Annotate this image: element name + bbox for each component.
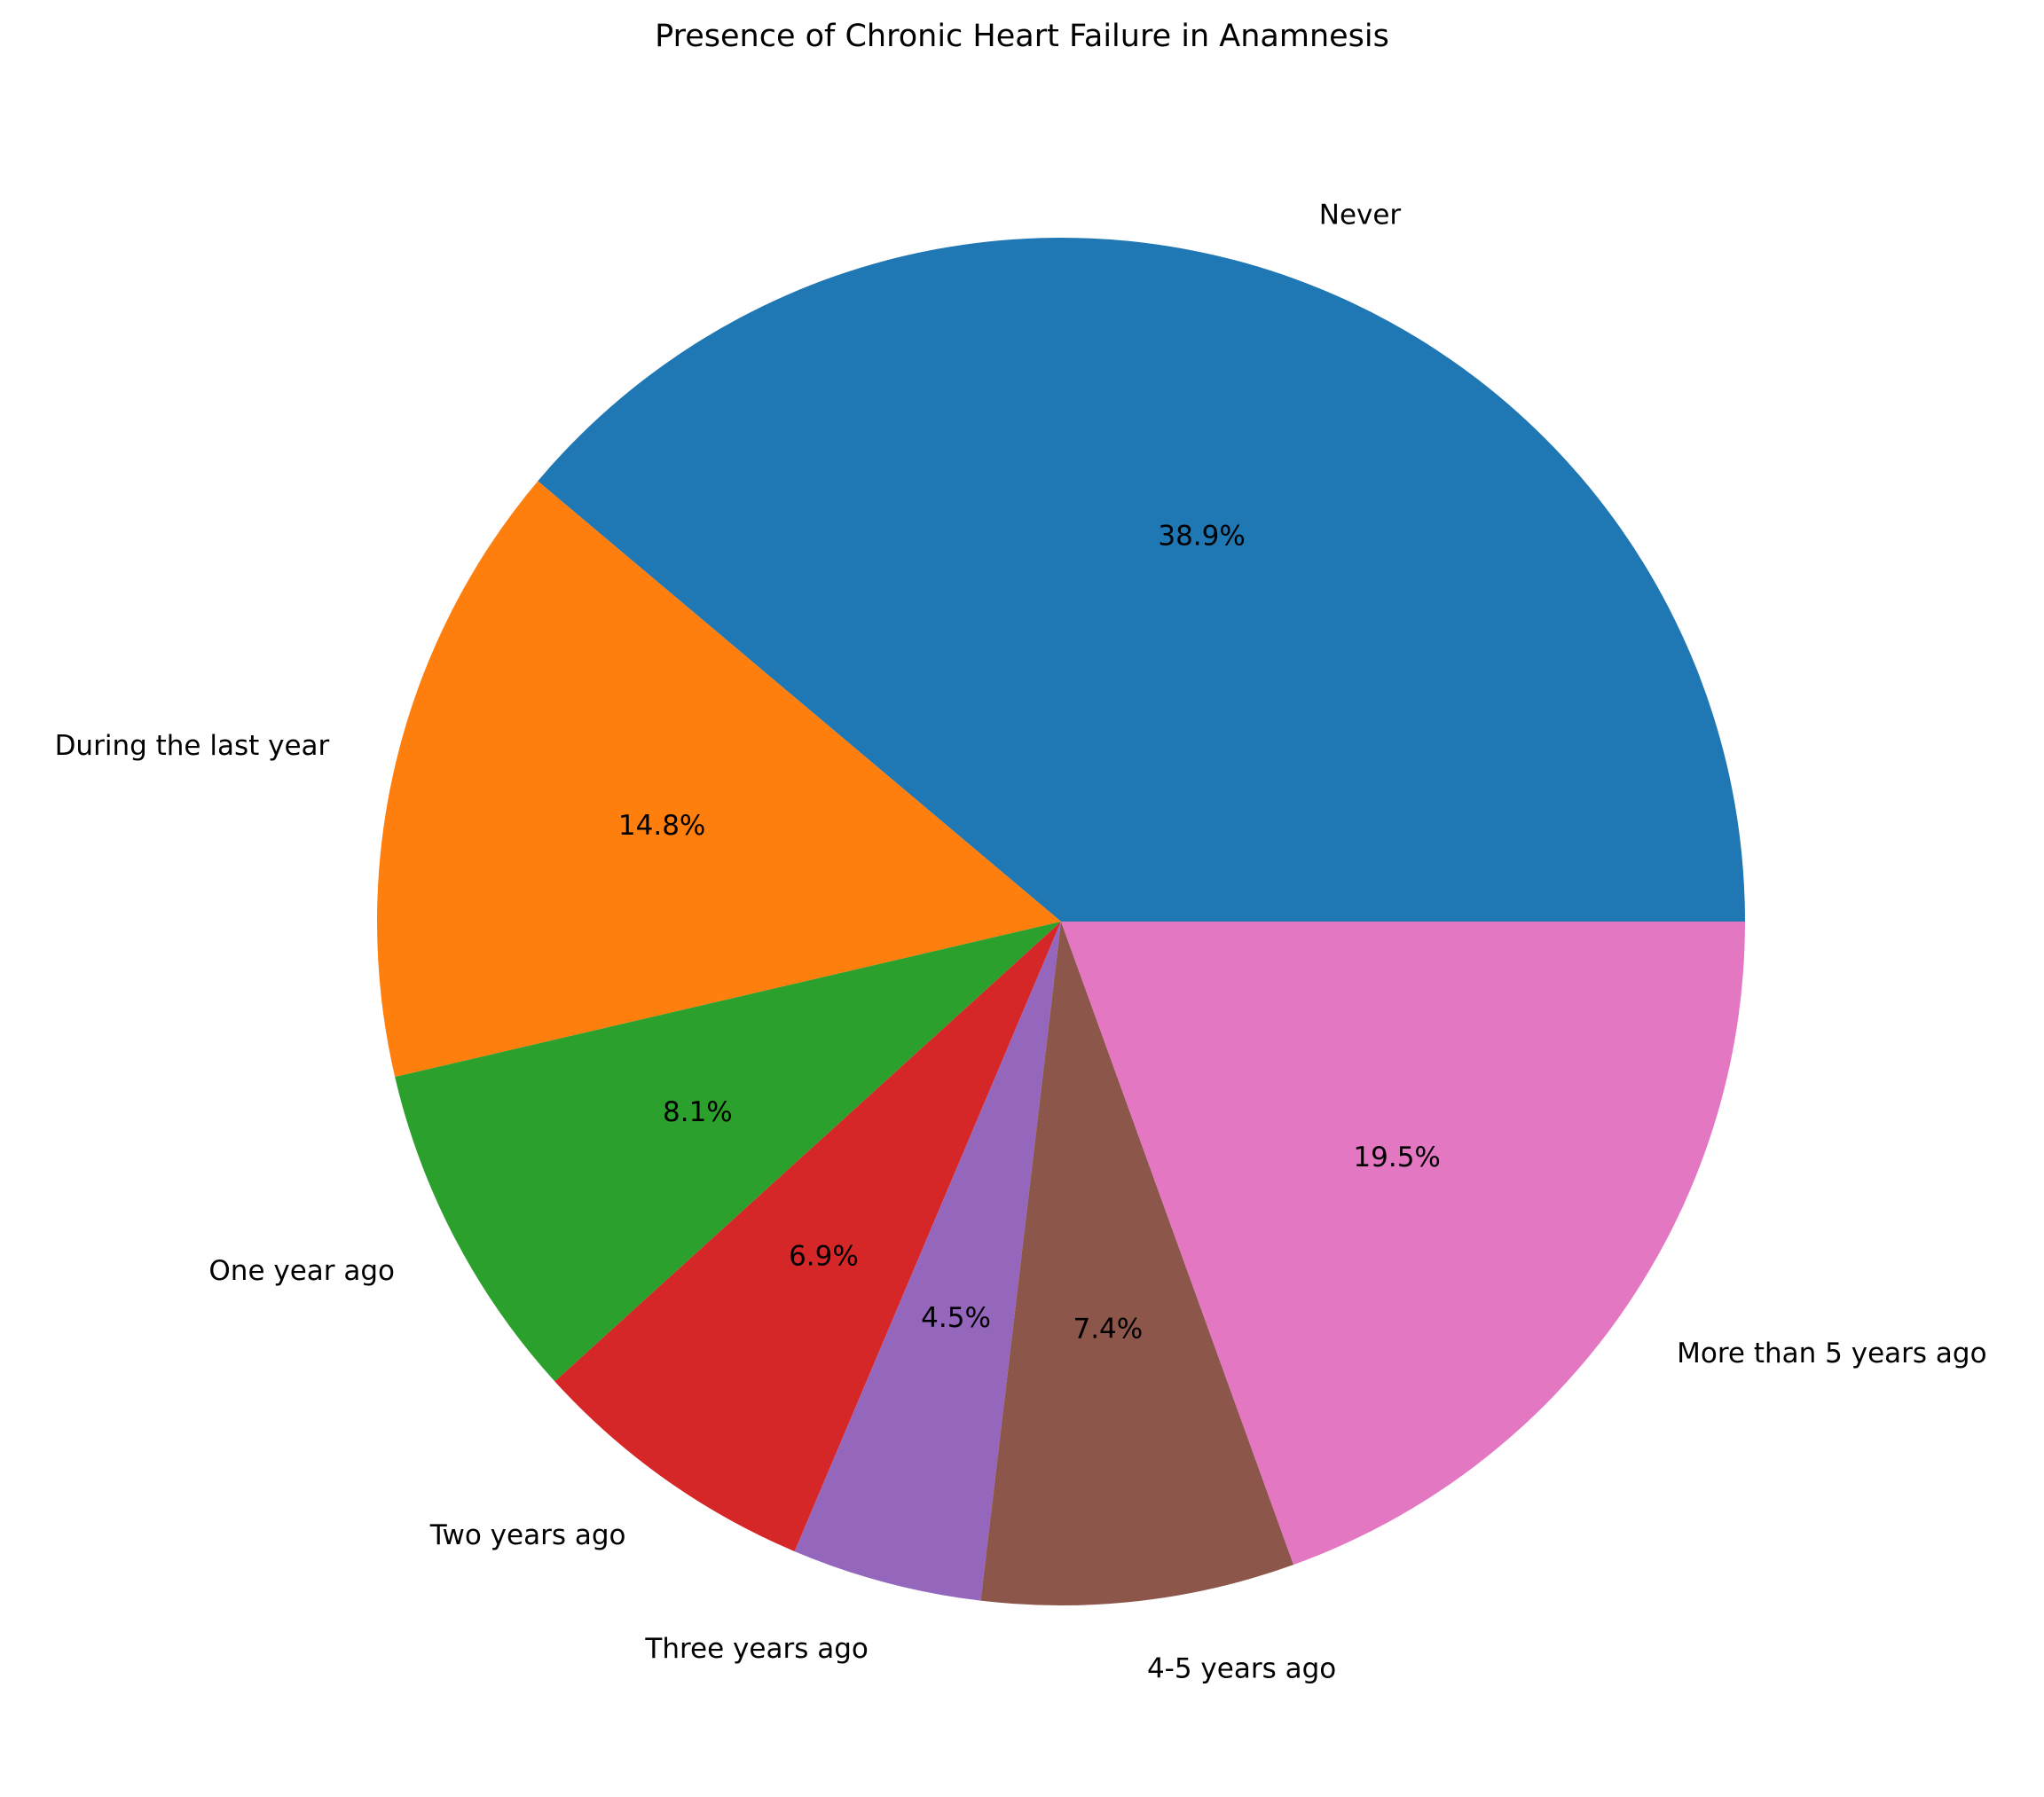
percentage-labels: 38.9% 14.8% 8.1% 6.9% 4.5% 7.4% 19.5%: [618, 520, 1441, 1345]
pie-slice-more-than-5-years-ago: [1061, 922, 1745, 1566]
pie-slice-one-year-ago: [395, 922, 1061, 1382]
pie-slice-during-the-last-year: [377, 481, 1061, 1078]
pie-slice-4-5-years-ago: [980, 922, 1294, 1606]
slice-percentage: 19.5%: [1353, 1142, 1440, 1173]
pie-slice-never: [538, 237, 1745, 922]
slice-percentage: 8.1%: [663, 1096, 733, 1128]
slice-label: Never: [1319, 199, 1402, 231]
slice-label: 4-5 years ago: [1147, 1653, 1336, 1685]
slice-percentage: 6.9%: [789, 1240, 859, 1272]
slice-label: Two years ago: [429, 1519, 626, 1551]
slice-percentage: 7.4%: [1073, 1314, 1143, 1346]
slice-labels: Never During the last year One year ago Two…: [55, 199, 1987, 1684]
slice-label: One year ago: [208, 1255, 395, 1287]
slice-percentage: 4.5%: [921, 1302, 991, 1334]
slice-percentage: 14.8%: [618, 810, 705, 842]
pie-slices: [377, 237, 1745, 1606]
pie-slice-three-years-ago: [794, 922, 1061, 1601]
slice-label: Three years ago: [644, 1633, 868, 1665]
slice-label: More than 5 years ago: [1677, 1338, 1986, 1369]
pie-slice-two-years-ago: [554, 922, 1061, 1552]
slice-percentage: 38.9%: [1158, 520, 1245, 552]
chart-title: Presence of Chronic Heart Failure in Ana…: [655, 19, 1389, 54]
slice-label: During the last year: [55, 730, 330, 762]
